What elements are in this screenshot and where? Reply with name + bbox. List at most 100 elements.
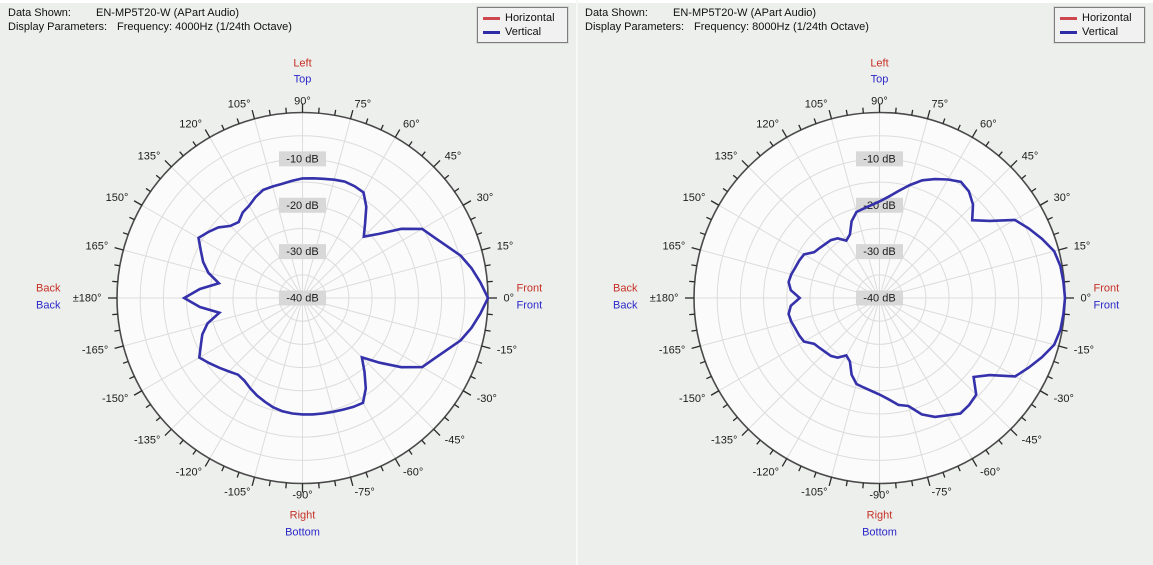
angle-label: -75° (355, 487, 375, 499)
angle-label: -15° (497, 345, 517, 357)
angle-label: 45° (445, 150, 462, 162)
angle-label: -15° (1074, 345, 1094, 357)
orientation-labels: Left Top Front Front Right Bottom Back Back (613, 58, 1119, 539)
angle-label: -105° (801, 487, 827, 499)
data-shown-row: Data Shown: EN-MP5T20-W (APart Audio) (585, 6, 869, 20)
db-label: -20 dB (286, 200, 318, 212)
legend-item-vertical: Vertical (483, 25, 562, 39)
left-vertical-orientation-label: Back (36, 300, 61, 312)
data-shown-label: Data Shown: (8, 7, 71, 19)
left-vertical-orientation-label: Back (613, 300, 638, 312)
vertical-line-swatch (483, 30, 500, 34)
left-horizontal-orientation-label: Back (613, 283, 638, 295)
legend: Horizontal Vertical (477, 7, 568, 43)
right-horizontal-orientation-label: Front (517, 283, 543, 295)
angle-label: 150° (683, 192, 706, 204)
panel-divider (576, 0, 578, 565)
chart-header: Data Shown: EN-MP5T20-W (APart Audio) Dis… (585, 6, 869, 34)
angle-label: 0° (504, 293, 515, 305)
polar-panel-8000hz: Data Shown: EN-MP5T20-W (APart Audio) Dis… (577, 0, 1153, 565)
angle-label: ±180° (650, 293, 679, 305)
angle-ticks (685, 103, 1074, 493)
angle-label: 150° (106, 192, 129, 204)
vertical-response-curve (787, 177, 1067, 419)
angle-label: -165° (82, 345, 108, 357)
angle-label: 165° (86, 241, 109, 253)
angle-label: 15° (497, 241, 514, 253)
top-horizontal-orientation-label: Left (293, 58, 311, 70)
display-parameters-label: Display Parameters: (8, 21, 108, 33)
angle-label: -150° (679, 393, 705, 405)
legend-vertical-label: Vertical (505, 26, 542, 38)
db-scale-labels: -10 dB -20 dB -30 dB -40 dB (279, 151, 326, 306)
bottom-vertical-orientation-label: Bottom (285, 527, 320, 539)
display-parameters-label: Display Parameters: (585, 21, 685, 33)
db-label: -30 dB (863, 246, 895, 258)
db-label: -40 dB (286, 293, 318, 305)
angle-label: -60° (980, 467, 1000, 479)
angle-label: 15° (1074, 241, 1091, 253)
legend: Horizontal Vertical (1054, 7, 1145, 43)
bottom-vertical-orientation-label: Bottom (862, 527, 897, 539)
legend-item-horizontal: Horizontal (483, 11, 562, 25)
angle-label: 30° (477, 192, 494, 204)
vertical-response-curve (181, 176, 490, 416)
angle-label: -75° (932, 487, 952, 499)
angle-label: -120° (753, 467, 779, 479)
angle-label: 60° (980, 118, 997, 130)
chart-header: Data Shown: EN-MP5T20-W (APart Audio) Dis… (8, 6, 292, 34)
angle-label: 60° (403, 118, 420, 130)
bottom-horizontal-orientation-label: Right (867, 510, 893, 522)
angle-label: 120° (756, 118, 779, 130)
data-shown-value: EN-MP5T20-W (APart Audio) (673, 7, 817, 19)
db-label-bg (856, 151, 903, 167)
angle-label: 30° (1054, 192, 1071, 204)
angle-label: 75° (932, 98, 949, 110)
angle-label: 90° (871, 96, 888, 108)
angle-labels: 90° 75° 60° 45° 30° 15° 0° -15° -30° -45° -60° -75°… (650, 96, 1094, 502)
angle-label: -150° (102, 393, 128, 405)
bottom-horizontal-orientation-label: Right (290, 510, 316, 522)
display-parameters-row: Display Parameters: Frequency: 8000Hz (1/… (585, 20, 869, 34)
display-parameters-row: Display Parameters: Frequency: 4000Hz (1/… (8, 20, 292, 34)
angle-label: 0° (1081, 293, 1092, 305)
right-horizontal-orientation-label: Front (1094, 283, 1120, 295)
orientation-labels: Left Top Front Front Right Bottom Back Back (36, 58, 542, 539)
top-horizontal-orientation-label: Left (870, 58, 888, 70)
angle-label: -45° (445, 435, 465, 447)
angle-label: -135° (711, 435, 737, 447)
db-label: -10 dB (286, 153, 318, 165)
polar-panel-4000hz: Data Shown: EN-MP5T20-W (APart Audio) Dis… (0, 0, 576, 565)
data-shown-label: Data Shown: (585, 7, 648, 19)
legend-vertical-label: Vertical (1082, 26, 1119, 38)
data-shown-value: EN-MP5T20-W (APart Audio) (96, 7, 240, 19)
db-label-bg (279, 151, 326, 167)
angle-label: 75° (355, 98, 372, 110)
angle-label: ±180° (73, 293, 102, 305)
left-horizontal-orientation-label: Back (36, 283, 61, 295)
angle-label: 135° (715, 150, 738, 162)
legend-item-horizontal: Horizontal (1060, 11, 1139, 25)
legend-item-vertical: Vertical (1060, 25, 1139, 39)
top-vertical-orientation-label: Top (871, 74, 889, 86)
angle-label: -105° (224, 487, 250, 499)
angle-label: 45° (1022, 150, 1039, 162)
angle-label: 105° (228, 98, 251, 110)
db-scale-labels: -10 dB -20 dB -30 dB -40 dB (856, 151, 903, 306)
db-label-bg (856, 290, 903, 306)
display-parameters-value: Frequency: 8000Hz (1/24th Octave) (694, 21, 869, 33)
data-shown-row: Data Shown: EN-MP5T20-W (APart Audio) (8, 6, 292, 20)
db-label: -40 dB (863, 293, 895, 305)
angle-label: 105° (805, 98, 828, 110)
db-label: -10 dB (863, 153, 895, 165)
angle-label: 90° (294, 96, 311, 108)
db-label-bg (856, 244, 903, 260)
angle-labels: 90° 75° 60° 45° 30° 15° 0° -15° -30° -45° -60° -75°… (73, 96, 517, 502)
horizontal-line-swatch (483, 16, 500, 20)
horizontal-line-swatch (1060, 16, 1077, 20)
angle-label: -90° (292, 490, 312, 502)
db-label: -30 dB (286, 246, 318, 258)
polar-chart-4000hz: 90° 75° 60° 45° 30° 15° 0° -15° -30° -45° -60° -75°… (36, 58, 542, 539)
db-label: -20 dB (863, 200, 895, 212)
